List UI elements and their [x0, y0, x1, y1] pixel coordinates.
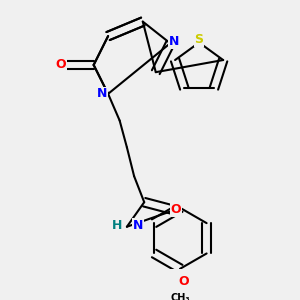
Text: H: H — [112, 219, 122, 232]
Text: S: S — [195, 33, 204, 46]
Text: N: N — [97, 87, 107, 100]
Text: O: O — [171, 203, 181, 216]
Text: CH₃: CH₃ — [170, 292, 190, 300]
Text: N: N — [133, 219, 143, 232]
Text: N: N — [169, 35, 179, 48]
Text: O: O — [56, 58, 67, 71]
Text: O: O — [178, 275, 188, 288]
